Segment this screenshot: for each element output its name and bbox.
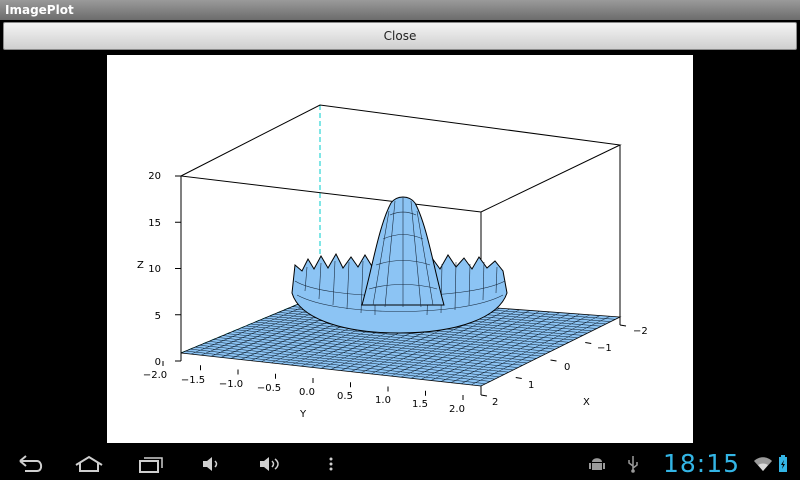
axis-tick-mark [550, 359, 557, 362]
back-icon[interactable] [14, 448, 48, 480]
axis-tick-mark [585, 342, 592, 344]
wifi-icon [752, 448, 774, 480]
android-debug-icon [586, 448, 608, 480]
floor-mesh-line [450, 314, 591, 383]
floor-mesh-line [470, 316, 611, 386]
floor-mesh-line [460, 315, 601, 385]
battery-icon [776, 448, 790, 480]
window-title: ImagePlot [0, 0, 800, 20]
axis-tick-mark [515, 377, 522, 379]
y-axis: −2.0 −1.5 −1.0 −0.5 0.0 0.5 1.0 1.5 2.0 … [143, 361, 465, 420]
usb-icon [622, 448, 644, 480]
status-clock: 18:15 [663, 449, 741, 478]
y-tick-label: 1.0 [375, 395, 391, 406]
y-tick-label: −2.0 [143, 370, 167, 381]
y-tick-label: −1.5 [181, 375, 205, 386]
z-axis-label: Z [137, 260, 144, 271]
surface-peak [361, 196, 445, 308]
y-tick-label: 2.0 [449, 404, 465, 415]
close-button[interactable]: Close [3, 22, 797, 50]
x-tick-label: 0 [564, 362, 570, 373]
y-tick-label: −0.5 [257, 383, 281, 394]
y-tick-label: −1.0 [219, 379, 243, 390]
z-tick-label: 20 [148, 171, 161, 182]
y-tick-label: 0.0 [299, 387, 315, 398]
y-tick-label: 0.5 [337, 391, 353, 402]
x-tick-label: −1 [597, 343, 612, 354]
y-axis-label: Y [299, 409, 307, 420]
y-tick-label: 1.5 [412, 399, 428, 410]
z-tick-label: 0 [155, 357, 161, 368]
navigation-bar [0, 448, 800, 480]
z-tick-label: 10 [148, 264, 161, 275]
surface-plot: 0 5 10 15 20 Z −2.0 −1.5 −1.0 −0.5 0.0 0… [137, 104, 648, 420]
floor-mesh-line [440, 313, 581, 382]
volume-up-icon[interactable] [256, 448, 284, 480]
x-axis: −2 −1 0 1 2 X [480, 324, 648, 408]
z-axis: 0 5 10 15 20 Z [137, 171, 181, 368]
peak-mesh-lines [368, 197, 438, 308]
volume-down-icon[interactable] [198, 448, 222, 480]
x-tick-label: 1 [528, 380, 534, 391]
home-icon[interactable] [72, 448, 106, 480]
x-tick-label: −2 [633, 326, 648, 337]
plot-area: 0 5 10 15 20 Z −2.0 −1.5 −1.0 −0.5 0.0 0… [107, 55, 693, 443]
recent-apps-icon[interactable] [134, 448, 168, 480]
axis-tick-mark [619, 324, 627, 327]
menu-icon[interactable] [324, 448, 338, 480]
x-axis-label: X [583, 397, 590, 408]
axis-tick-mark [480, 394, 488, 397]
z-tick-label: 15 [148, 218, 161, 229]
x-tick-label: 2 [492, 397, 498, 408]
z-tick-label: 5 [155, 311, 161, 322]
